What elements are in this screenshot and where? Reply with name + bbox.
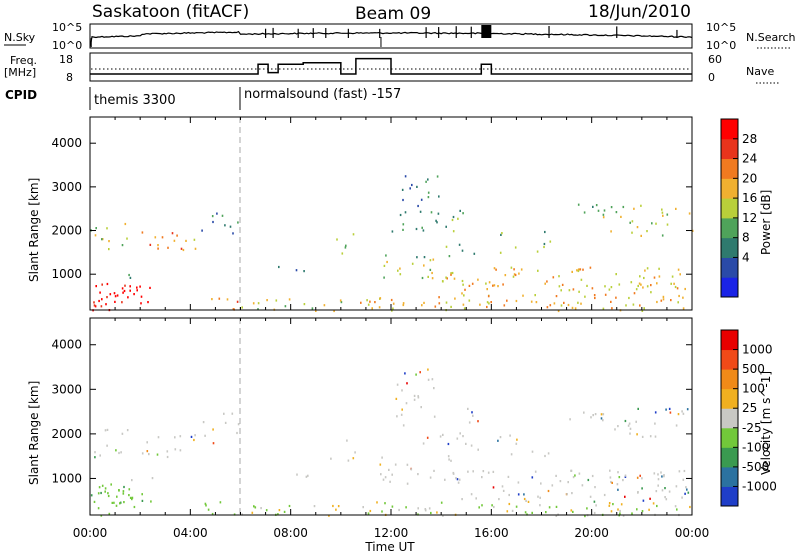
y-tick-label: 1000: [51, 267, 82, 281]
freq-tick-bottom: 8: [66, 71, 73, 84]
colorbar-tick-label: 500: [742, 362, 765, 376]
colorbar-swatch: [721, 237, 738, 258]
x-tick-label: 16:00: [474, 526, 509, 540]
noise-right-tick-bottom: 10^0: [706, 39, 736, 52]
y-tick-label: 4000: [51, 338, 82, 352]
noise-sky-series: [89, 30, 693, 48]
cpid-label: CPID: [5, 88, 37, 102]
colorbar-tick-label: -100: [742, 440, 769, 454]
noise-left-label: N.Sky: [4, 31, 36, 44]
power-x-ticks: [89, 117, 693, 310]
colorbar-tick-label: 25: [742, 401, 757, 415]
x-tick-label: 20:00: [574, 526, 609, 540]
noise-left-tick-bottom: 10^0: [52, 39, 82, 52]
colorbar-tick-label: -1000: [742, 479, 777, 493]
velocity-colorbar: 1000 500 100 25 -25 -100 -500 -1000: [720, 329, 777, 507]
y-tick-label: 2000: [51, 427, 82, 441]
colorbar-swatch: [721, 427, 738, 448]
colorbar-swatch: [721, 330, 738, 351]
colorbar-frame: [720, 329, 739, 507]
colorbar-tick-label: -500: [742, 460, 769, 474]
x-axis-label: Time UT: [364, 540, 415, 554]
colorbar-tick-label: 16: [742, 191, 757, 205]
noise-right-label: N.Search: [746, 31, 796, 44]
colorbar-swatch: [721, 277, 738, 298]
colorbar-swatch: [721, 138, 738, 160]
noise-panel-frame: [89, 23, 693, 49]
y-tick-label: 3000: [51, 180, 82, 194]
power-panel-frame: [89, 116, 693, 311]
colorbar-swatch: [721, 257, 738, 278]
colorbar-tick-label: 24: [742, 152, 757, 166]
date-title: 18/Jun/2010: [588, 2, 691, 22]
y-tick-label: 1000: [51, 471, 82, 485]
frequency-series: [90, 57, 692, 75]
velocity-colorbar-label: Velocity [m s^-1]: [759, 371, 773, 475]
velocity-ylabel: Slant Range [km]: [27, 381, 41, 485]
nave-label: Nave: [746, 65, 774, 78]
noise-spikes: [90, 25, 678, 47]
station-title: Saskatoon (fitACF): [92, 2, 249, 22]
cpid-mode-1: themis 3300: [94, 93, 176, 108]
colorbar-swatch: [721, 178, 738, 199]
velocity-x-ticks: [89, 318, 693, 515]
colorbar-swatch: [721, 408, 738, 429]
colorbar-swatch: [721, 447, 738, 468]
noise-left-tick-top: 10^5: [52, 21, 82, 34]
colorbar-swatch: [721, 369, 738, 390]
velocity-panel-frame: [89, 317, 693, 516]
colorbar-swatch: [721, 217, 738, 239]
colorbar-tick-label: 1000: [742, 343, 773, 357]
velocity-y-ticks: 1000 2000 3000 4000: [51, 338, 692, 485]
power-ylabel: Slant Range [km]: [27, 178, 41, 282]
power-y-ticks: 1000 2000 3000 4000: [51, 136, 692, 281]
power-colorbar: 28 24 20 16 12 8 4: [720, 118, 757, 298]
colorbar-swatch: [721, 119, 738, 140]
freq-label-2: [MHz]: [4, 66, 36, 79]
noise-block: [481, 25, 492, 38]
colorbar-tick-label: 4: [742, 250, 750, 264]
colorbar-swatch: [721, 158, 738, 179]
power-colorbar-label: Power [dB]: [759, 190, 773, 255]
freq-tick-top: 18: [59, 53, 73, 66]
x-tick-label: 00:00: [73, 526, 108, 540]
beam-title: Beam 09: [355, 4, 431, 24]
colorbar-swatch: [721, 388, 738, 409]
freq-panel-frame: [89, 52, 693, 82]
x-tick-labels: 00:00 04:00 08:00 12:00 16:00 20:00 00:00: [73, 526, 710, 540]
x-tick-label: 00:00: [675, 526, 710, 540]
noise-right-tick-top: 10^5: [706, 21, 736, 34]
colorbar-tick-label: 100: [742, 382, 765, 396]
nave-tick-top: 60: [708, 53, 722, 66]
freq-label-1: Freq.: [10, 54, 37, 67]
y-tick-label: 2000: [51, 224, 82, 238]
colorbar-tick-label: 28: [742, 132, 757, 146]
colorbar-tick-label: 12: [742, 211, 757, 225]
y-tick-label: 4000: [51, 136, 82, 150]
x-tick-label: 04:00: [173, 526, 208, 540]
x-tick-label: 12:00: [374, 526, 409, 540]
colorbar-swatch: [721, 466, 738, 487]
colorbar-tick-label: 8: [742, 231, 750, 245]
velocity-data: [90, 368, 691, 518]
colorbar-tick-label: 20: [742, 171, 757, 185]
power-data: [90, 175, 694, 313]
colorbar-swatch: [721, 486, 738, 507]
colorbar-swatch: [721, 198, 738, 219]
cpid-mode-2: normalsound (fast) -157: [244, 87, 401, 102]
colorbar-frame: [720, 118, 739, 298]
y-tick-label: 3000: [51, 382, 82, 396]
colorbar-tick-label: -25: [742, 421, 762, 435]
colorbar-swatch: [721, 349, 738, 370]
x-tick-label: 08:00: [273, 526, 308, 540]
nave-tick-bottom: 0: [708, 71, 715, 84]
